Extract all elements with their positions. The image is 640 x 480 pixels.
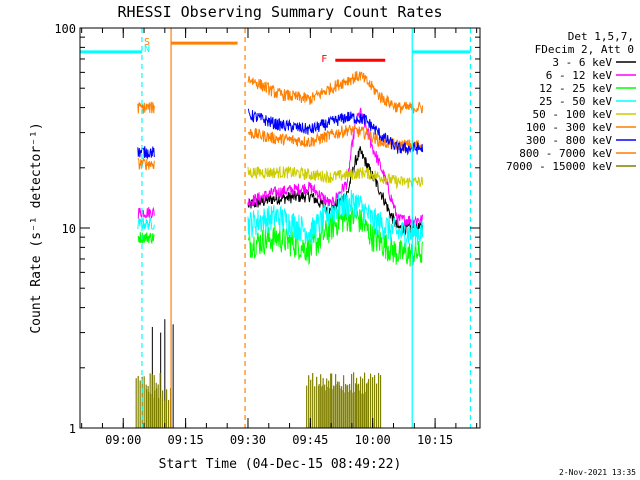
series-1	[137, 107, 424, 227]
legend-label-2: 12 - 25 keV	[539, 82, 612, 95]
chart-title: RHESSI Observing Summary Count Rates	[117, 3, 442, 21]
series-8	[135, 372, 382, 428]
legend-label-1: 6 - 12 keV	[546, 69, 613, 82]
legend-label-5: 100 - 300 keV	[526, 121, 612, 134]
x-tick-label-3: 09:45	[292, 433, 328, 447]
x-tick-label-2: 09:30	[230, 433, 266, 447]
series-2	[137, 205, 424, 267]
legend-label-6: 300 - 800 keV	[526, 134, 612, 147]
x-tick-label-4: 10:00	[355, 433, 391, 447]
x-tick-label-0: 09:00	[105, 433, 141, 447]
series-4	[247, 165, 424, 190]
y-tick-label-2: 100	[54, 22, 76, 36]
series-1-window2-line	[247, 107, 424, 227]
series-6-window1-line	[137, 146, 155, 160]
render-timestamp: 2-Nov-2021 13:35	[559, 468, 636, 477]
series-5-window2-line	[247, 124, 424, 152]
series-3-window1-line	[137, 217, 155, 230]
series-5-window1-line	[137, 157, 155, 171]
series-5	[137, 124, 424, 171]
series-2-window1-line	[137, 232, 155, 245]
y-tick-label-1: 10	[62, 222, 76, 236]
axis-layer: 1 10 100 09:00 09:15 09:30 09:45 10:00 10:15	[54, 22, 481, 447]
series-6	[137, 108, 424, 160]
series-3-window2-line	[247, 189, 424, 249]
plot-layer: SN F	[80, 28, 472, 428]
legend-header-2: FDecim 2, Att 0	[535, 43, 634, 56]
legend-label-4: 50 - 100 keV	[533, 108, 613, 121]
series-3	[137, 189, 424, 249]
y-tick-label-0: 1	[69, 422, 76, 436]
legend-label-8: 7000 - 15000 keV	[506, 160, 612, 173]
flag-label-N: N	[144, 44, 150, 55]
series-7-window2-line	[247, 70, 424, 114]
x-tick-label-5: 10:15	[417, 433, 453, 447]
flag-label-F: F	[321, 54, 327, 65]
x-axis-label: Start Time (04-Dec-15 08:49:22)	[159, 457, 402, 472]
series-7-window1-line	[137, 101, 155, 114]
flag-label-S: S	[144, 37, 150, 48]
legend-header-1: Det 1,5,7,	[568, 30, 634, 43]
series-1-window1-line	[137, 206, 155, 220]
series-2-window2-line	[247, 205, 424, 267]
series-7	[137, 70, 424, 114]
legend-label-3: 25 - 50 keV	[539, 95, 612, 108]
x-tick-label-1: 09:15	[168, 433, 204, 447]
legend-label-7: 800 - 7000 keV	[519, 147, 612, 160]
legend-label-0: 3 - 6 keV	[552, 56, 612, 69]
y-axis-label: Count Rate (s⁻¹ detector⁻¹)	[29, 122, 44, 333]
series-6-window2-line	[247, 108, 424, 156]
series-4-window2-line	[247, 165, 424, 190]
